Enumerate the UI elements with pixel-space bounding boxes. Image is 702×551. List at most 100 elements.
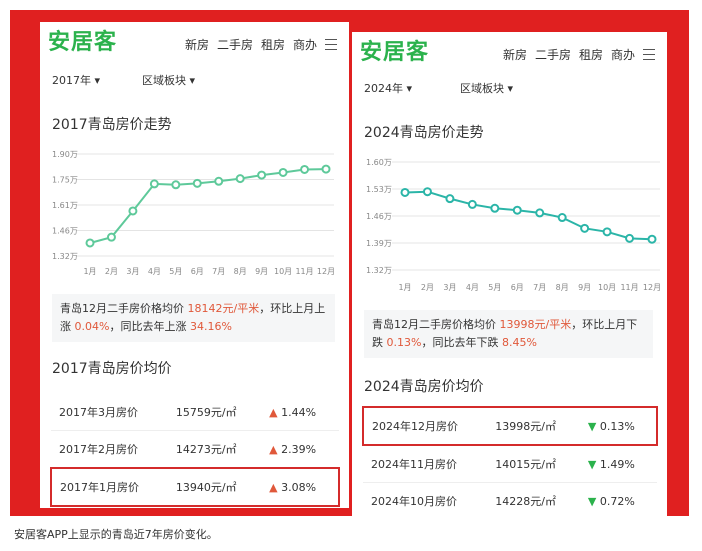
nav-new-homes[interactable]: 新房: [502, 48, 527, 62]
image-caption: 安居客APP上显示的青岛近7年房价变化。: [14, 528, 218, 541]
price-table: 2017年3月房价 15759元/㎡ ▲ 1.44% 2017年2月房价 142…: [50, 394, 340, 507]
data-point: [192, 178, 202, 188]
data-point: [235, 174, 245, 184]
x-tick-label: 2月: [105, 267, 118, 276]
change-value: 1.44%: [281, 405, 317, 419]
x-tick-label: 4月: [148, 267, 161, 276]
y-tick-label: 1.60万: [366, 158, 392, 167]
anjuke-logo: 安居客: [360, 40, 430, 65]
menu-icon[interactable]: [643, 49, 655, 60]
x-tick-label: 6月: [191, 267, 204, 276]
region-filter[interactable]: 区域板块 ▾: [142, 74, 196, 87]
x-tick-label: 6月: [511, 283, 524, 292]
change-value: 1.49%: [599, 457, 635, 471]
x-tick-label: 5月: [488, 283, 501, 292]
note-yoy-label: ，同比去年下跌: [421, 336, 499, 349]
left-app-screenshot: 安居客 新房 二手房 租房 商办 2017年 ▾ 区域板块 ▾ 2017青岛房价…: [40, 22, 349, 508]
row-month: 2017年1月房价: [50, 467, 168, 507]
menu-icon[interactable]: [325, 39, 337, 50]
price-summary-note: 青岛12月二手房价格均价 13998元/平米，环比上月下跌 0.13%，同比去年…: [364, 310, 653, 358]
nav-second-hand[interactable]: 二手房: [534, 48, 571, 62]
table-title: 2017青岛房价均价: [52, 361, 172, 377]
nav-rent[interactable]: 租房: [260, 38, 285, 52]
year-filter[interactable]: 2024年 ▾: [364, 82, 413, 95]
note-mom: 0.13%: [386, 336, 422, 349]
row-price: 14015元/㎡: [487, 445, 580, 483]
x-tick-label: 1月: [83, 267, 96, 276]
up-arrow-icon: ▲: [269, 405, 278, 419]
data-point: [278, 167, 288, 177]
table-row-highlighted[interactable]: 2017年1月房价 13940元/㎡ ▲ 3.08%: [50, 467, 340, 507]
nav-commercial[interactable]: 商办: [610, 48, 635, 62]
row-change: ▲ 3.08%: [261, 467, 340, 507]
y-tick-label: 1.32万: [52, 252, 78, 261]
data-point: [400, 187, 410, 197]
y-tick-label: 1.61万: [52, 201, 78, 210]
x-tick-label: 11月: [295, 267, 313, 276]
row-price: 13940元/㎡: [167, 467, 262, 507]
x-tick-label: 1月: [398, 283, 411, 292]
top-nav: 新房 二手房 租房 商办: [185, 36, 337, 53]
y-tick-label: 1.53万: [366, 185, 392, 194]
row-change: ▲ 2.39%: [261, 430, 339, 469]
note-yoy-label: ，同比去年上涨: [109, 320, 187, 333]
note-mom: 0.04%: [74, 320, 110, 333]
data-point: [128, 206, 138, 216]
y-tick-label: 1.32万: [366, 266, 392, 275]
row-month: 2024年12月房价: [361, 406, 488, 446]
x-tick-label: 9月: [255, 267, 268, 276]
x-tick-label: 5月: [169, 267, 182, 276]
x-tick-label: 11月: [620, 283, 638, 292]
data-point: [171, 180, 181, 190]
data-point: [580, 223, 590, 233]
data-point: [149, 179, 159, 189]
anjuke-logo: 安居客: [48, 30, 118, 55]
table-row[interactable]: 2024年10月房价 14228元/㎡ ▼ 0.72%: [363, 482, 657, 518]
x-tick-label: 8月: [556, 283, 569, 292]
change-value: 0.72%: [599, 494, 635, 508]
x-tick-label: 8月: [234, 267, 247, 276]
row-price: 14228元/㎡: [487, 482, 580, 518]
note-prefix: 青岛12月二手房价格均价: [372, 318, 496, 331]
up-arrow-icon: ▲: [269, 442, 278, 456]
row-month: 2017年3月房价: [51, 394, 168, 431]
series-line: [89, 168, 327, 244]
chart-title: 2017青岛房价走势: [52, 117, 172, 133]
nav-commercial[interactable]: 商办: [292, 38, 317, 52]
data-point: [85, 238, 95, 248]
note-mom-label: ，环比上月上涨: [60, 302, 326, 333]
nav-rent[interactable]: 租房: [578, 48, 603, 62]
down-arrow-icon: ▼: [587, 419, 597, 433]
data-point: [445, 194, 455, 204]
change-value: 2.39%: [281, 442, 317, 456]
row-month: 2024年10月房价: [363, 482, 488, 518]
row-month: 2017年2月房价: [51, 430, 168, 469]
table-row[interactable]: 2024年11月房价 14015元/㎡ ▼ 1.49%: [363, 445, 657, 483]
price-trend-chart: 1.60万 1.53万 1.46万 1.39万 1.32万 1月 2月 3月 4月 5月 6月 7月 8…: [366, 158, 661, 292]
year-filter[interactable]: 2017年 ▾: [52, 74, 101, 87]
row-month: 2024年11月房价: [363, 445, 488, 483]
change-value: 3.08%: [281, 480, 317, 494]
nav-second-hand[interactable]: 二手房: [216, 38, 253, 52]
row-price: 15759元/㎡: [167, 394, 262, 431]
table-row[interactable]: 2017年3月房价 15759元/㎡ ▲ 1.44%: [51, 394, 339, 431]
x-tick-label: 3月: [126, 267, 139, 276]
note-yoy: 34.16%: [189, 320, 232, 333]
data-point: [535, 208, 545, 218]
row-change: ▲ 1.44%: [261, 394, 339, 431]
region-filter[interactable]: 区域板块 ▾: [460, 82, 514, 95]
y-tick-label: 1.39万: [366, 239, 392, 248]
table-row[interactable]: 2017年2月房价 14273元/㎡ ▲ 2.39%: [51, 430, 339, 469]
y-tick-label: 1.46万: [52, 227, 78, 236]
price-summary-note: 青岛12月二手房价格均价 18142元/平米，环比上月上涨 0.04%，同比去年…: [52, 294, 335, 342]
data-point: [602, 227, 612, 237]
x-tick-label: 7月: [212, 267, 225, 276]
note-mom-label: ，环比上月下跌: [372, 318, 638, 349]
data-point: [422, 187, 432, 197]
nav-new-homes[interactable]: 新房: [184, 38, 209, 52]
y-tick-label: 1.75万: [52, 176, 78, 185]
table-title: 2024青岛房价均价: [364, 379, 484, 395]
change-value: 0.13%: [599, 419, 635, 433]
y-tick-label: 1.90万: [52, 150, 78, 159]
table-row-highlighted[interactable]: 2024年12月房价 13998元/㎡ ▼ 0.13%: [361, 406, 659, 446]
